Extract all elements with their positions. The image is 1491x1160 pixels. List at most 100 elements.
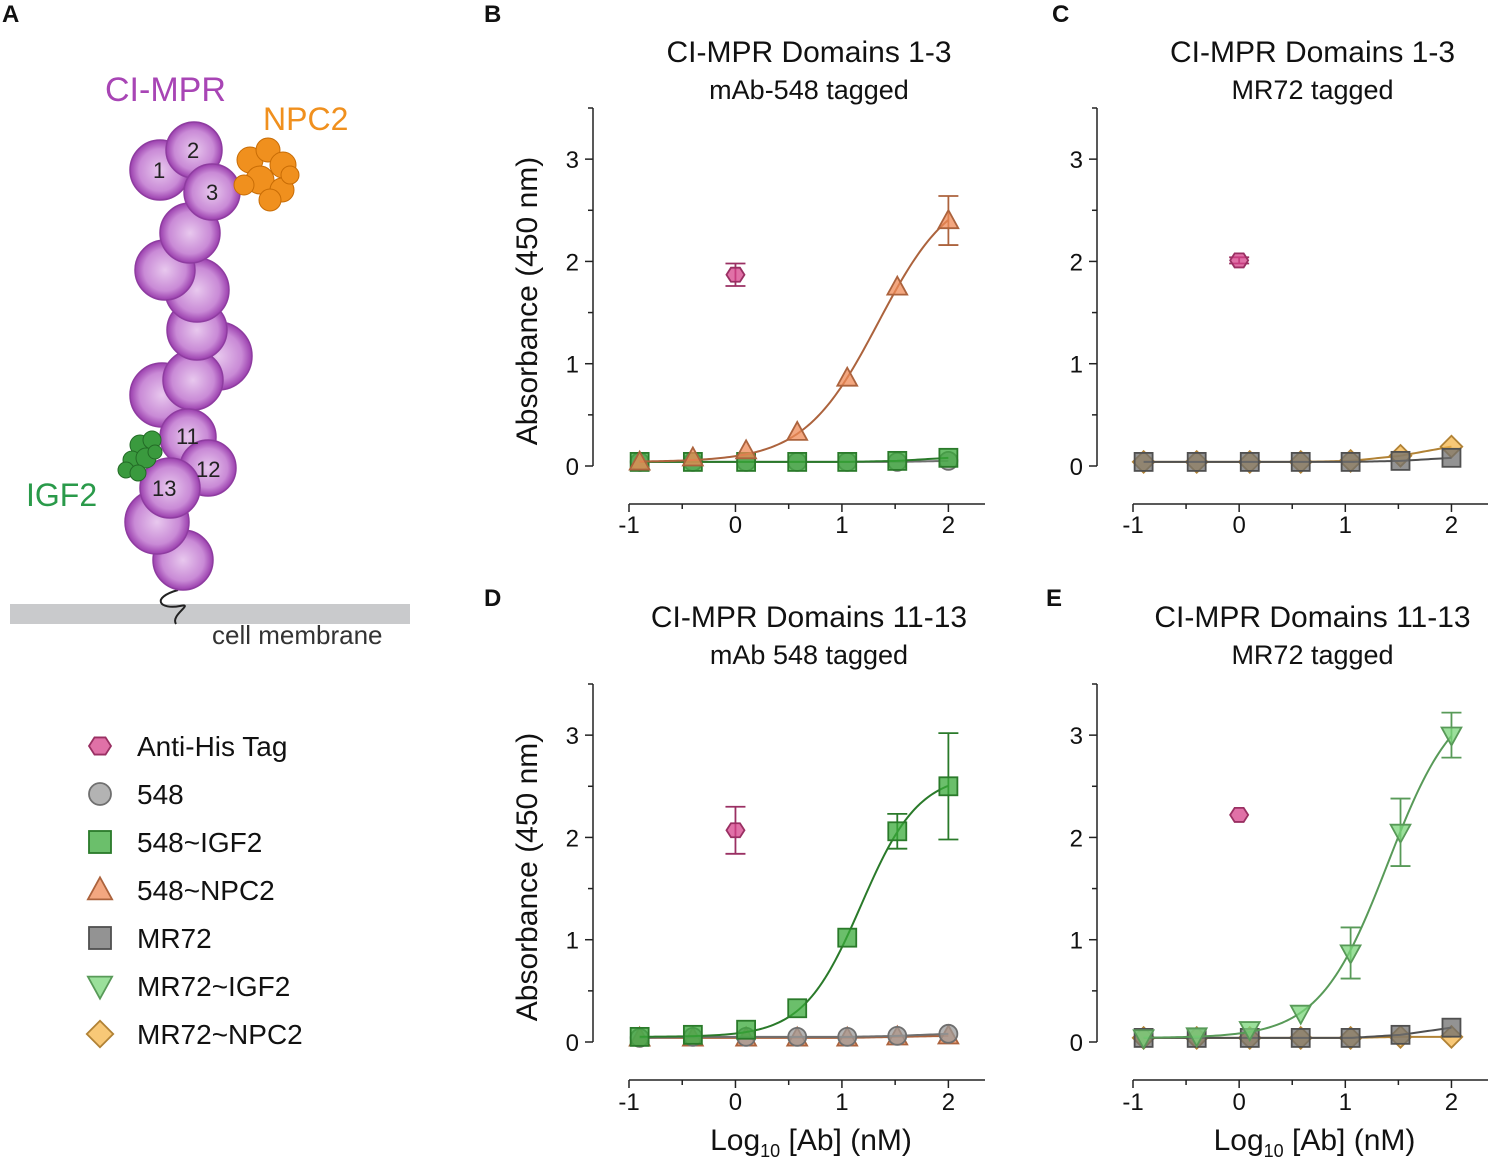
panel-e-title: CI-MPR Domains 11-13	[1154, 601, 1470, 634]
panel-e-y-tick-label: 1	[1070, 928, 1083, 955]
legend-marker-mr72	[88, 926, 112, 950]
receptor-domains	[124, 121, 253, 591]
panel-d-point-548	[787, 1026, 808, 1047]
igf2-ligand	[117, 430, 163, 482]
legend: Anti-His Tag 548 548~IGF2 548~NPC2 MR72 MR72~…	[85, 731, 303, 1050]
panel-c-series-anti-his-tag	[1229, 252, 1250, 269]
panel-c-subtitle: MR72 tagged	[1231, 75, 1393, 105]
receptor-diagram: 1 2 3 11 12 13 CI-MPR NPC2	[10, 71, 410, 650]
panel-c-point-mr72	[1239, 452, 1260, 472]
panel-e-fit-line-mr72-igf2	[1143, 735, 1453, 1039]
panel-c-point-anti-his-tag	[1229, 252, 1250, 269]
panel-b-y-tick-label: 2	[566, 249, 579, 276]
panel-d-y-tick-label: 0	[566, 1030, 579, 1057]
panel-letter-d: D	[484, 585, 501, 612]
panel-b-subtitle: mAb-548 tagged	[709, 75, 909, 105]
cell-membrane-label: cell membrane	[212, 620, 383, 650]
panel-e-point-mr72-igf2	[1339, 944, 1363, 966]
panel-d-x-axis-label: Log10 [Ab] (nM)	[710, 1124, 912, 1160]
panel-d-x-tick-label: -1	[618, 1089, 639, 1116]
panel-d-y-tick-label: 3	[566, 723, 579, 750]
panel-b-point-548-npc2	[835, 365, 859, 387]
panel-d-y-tick-label: 2	[566, 825, 579, 852]
panel-d-x-tick-label: 0	[729, 1089, 742, 1116]
panel-d-point-548-igf2	[938, 776, 959, 797]
panel-b-x-tick-label: 0	[729, 512, 742, 539]
panel-letter-b: B	[484, 1, 501, 28]
igf2-label: IGF2	[26, 477, 97, 513]
domain-label-11: 11	[176, 424, 199, 449]
panel-e-point-mr72-igf2	[1238, 1021, 1262, 1042]
npc2-ligand	[233, 137, 300, 212]
panel-d-subtitle: mAb 548 tagged	[710, 640, 908, 670]
domain-label-1: 1	[153, 158, 165, 183]
panel-letter-c: C	[1052, 1, 1069, 28]
panel-d-point-548-igf2	[787, 998, 808, 1019]
panel-b-point-548-npc2	[785, 420, 809, 441]
panel-e-point-mr72-igf2	[1389, 823, 1412, 845]
legend-item-548: 548	[88, 779, 184, 810]
chart-panel-d: CI-MPR Domains 11-13 mAb 548 tagged 0 1 2 3 -1…	[511, 601, 985, 1160]
panel-b-point-548-igf2	[837, 452, 858, 472]
panel-e-y-tick-label: 3	[1070, 723, 1083, 750]
panel-b-point-548-npc2	[885, 274, 909, 296]
panel-d-x-tick-label: 1	[835, 1089, 848, 1116]
panel-e-y-tick-label: 2	[1070, 825, 1083, 852]
cimpr-label: CI-MPR	[105, 71, 226, 109]
panel-b-point-anti-his-tag	[725, 266, 746, 283]
panel-c-y-tick-label: 0	[1070, 454, 1083, 481]
legend-item-548-igf2: 548~IGF2	[88, 827, 262, 858]
panel-b-y-tick-label: 0	[566, 454, 579, 481]
panel-d-point-548	[938, 1023, 959, 1044]
panel-c-point-mr72	[1340, 452, 1361, 472]
panel-b-series-anti-his-tag	[725, 262, 746, 287]
panel-d-series-548-igf2	[629, 732, 959, 1047]
panel-e-point-mr72-igf2	[1185, 1027, 1209, 1049]
panel-d-y-tick-label: 1	[566, 928, 579, 955]
legend-label: 548	[137, 779, 184, 810]
panel-e-y-tick-label: 0	[1070, 1030, 1083, 1057]
panel-b-point-548-npc2	[936, 208, 960, 230]
panel-c-title: CI-MPR Domains 1-3	[1170, 36, 1455, 69]
legend-item-mr72-igf2: MR72~IGF2	[86, 971, 290, 1002]
domain-label-12: 12	[196, 457, 220, 482]
panel-d-point-548-igf2	[837, 927, 858, 948]
panel-c-point-mr72	[1290, 452, 1311, 472]
panel-e-x-tick-label: 2	[1445, 1089, 1458, 1116]
legend-item-anti-his-tag: Anti-His Tag	[87, 731, 287, 762]
panel-e-point-mr72	[1390, 1024, 1411, 1045]
panel-e-subtitle: MR72 tagged	[1231, 640, 1393, 670]
chart-panel-c: CI-MPR Domains 1-3 MR72 tagged 0 1 2 3 -1 0 1 2	[1070, 36, 1488, 539]
panel-c-point-mr72	[1133, 452, 1154, 472]
legend-marker-mr72-npc2	[85, 1019, 115, 1049]
panel-c-x-tick-label: 0	[1232, 512, 1245, 539]
panel-d-point-548-igf2	[736, 1019, 757, 1040]
panel-b-y-axis-label: Absorbance (450 nm)	[511, 157, 544, 446]
panel-e-x-tick-label: 0	[1232, 1089, 1245, 1116]
domain-number-labels: 1 2 3 11 12 13	[152, 138, 220, 501]
panel-b-x-tick-label: -1	[618, 512, 639, 539]
legend-label: 548~NPC2	[137, 875, 275, 906]
domain-label-2: 2	[187, 138, 199, 163]
panel-e-series-mr72	[1133, 1017, 1462, 1048]
panel-c-x-tick-label: 1	[1339, 512, 1352, 539]
panel-d-title: CI-MPR Domains 11-13	[651, 601, 967, 634]
panel-d-point-548	[837, 1026, 858, 1047]
panel-b-point-548-igf2	[887, 450, 908, 471]
panel-c-y-tick-label: 1	[1070, 352, 1083, 379]
chart-panel-b: CI-MPR Domains 1-3 mAb-548 tagged 0 1 2 3 -1 0 1…	[511, 36, 985, 539]
domain-label-13: 13	[152, 476, 176, 501]
panel-d-point-548-igf2	[887, 821, 908, 842]
panel-c-point-mr72	[1186, 452, 1207, 472]
panel-letter-e: E	[1046, 585, 1062, 612]
legend-label: MR72~NPC2	[137, 1019, 303, 1050]
panel-b-series-548-npc2	[628, 195, 960, 471]
panel-e-point-anti-his-tag	[1229, 807, 1250, 823]
panel-b-y-tick-label: 3	[566, 147, 579, 174]
membrane-anchor	[159, 589, 186, 625]
panel-b-point-548-igf2	[938, 447, 959, 468]
panel-c-y-tick-label: 3	[1070, 147, 1083, 174]
panel-e-point-mr72	[1340, 1028, 1361, 1048]
panel-e-series-mr72-igf2	[1132, 711, 1463, 1051]
